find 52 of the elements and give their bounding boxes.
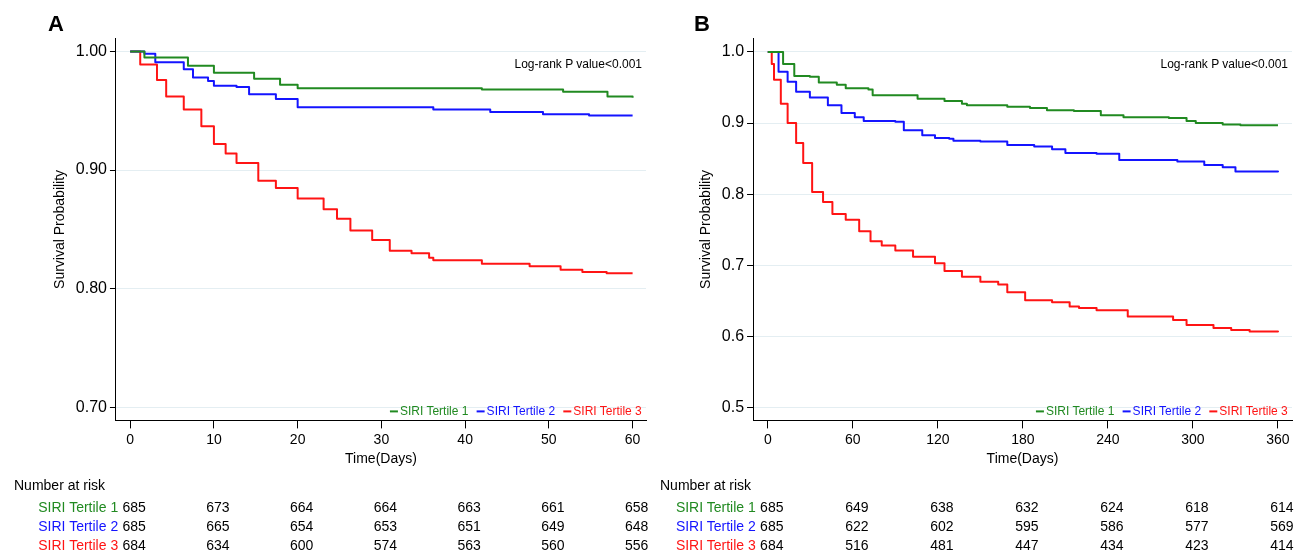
annotation: Log-rank P value<0.001	[514, 56, 643, 71]
legend-label: SIRI Tertile 3	[573, 403, 643, 418]
y-tick-label: 0.7	[721, 255, 745, 273]
x-tick-label: 120	[926, 430, 950, 447]
x-axis-title: Time(Days)	[986, 450, 1059, 467]
text: SIRI Tertile 1	[38, 499, 119, 516]
x-tick-label: 60	[845, 430, 861, 447]
y-tick-label: 0.80	[75, 279, 108, 297]
text: SIRI Tertile 3	[38, 537, 119, 554]
x-tick-label: 30	[373, 430, 390, 447]
x-tick-label: 50	[541, 430, 557, 447]
y-tick-label: 0.5	[721, 398, 745, 415]
text: 685 649 638 632 624 618 614	[760, 499, 1294, 516]
text: 684 516 481 447 434 423 414	[760, 537, 1294, 554]
text: 685 665 654 653 651 649 648	[122, 518, 649, 535]
text: 684 634 600 574 563 560 556	[122, 537, 649, 554]
text: 685 673 664 664 663 661 658	[122, 499, 649, 516]
x-tick-label: 20	[289, 430, 306, 447]
y-tick-label: 0.6	[721, 326, 745, 344]
text: 685 622 602 595 586 577 569	[760, 518, 1294, 535]
y-axis-title: Survival Probability	[51, 169, 68, 289]
x-tick-label: 60	[624, 430, 641, 447]
y-tick-label: 0.90	[75, 160, 108, 178]
y-tick-label: 0.8	[721, 184, 745, 202]
y-tick-label: 0.70	[75, 397, 108, 415]
legend-label: SIRI Tertile 2	[486, 403, 556, 418]
x-tick-label: 0	[126, 430, 135, 447]
legend-label: SIRI Tertile 2	[1132, 403, 1202, 418]
legend-label: SIRI Tertile 1	[1045, 403, 1115, 418]
text: SIRI Tertile 2	[38, 518, 119, 535]
chart-title: B	[694, 11, 710, 37]
x-tick-label: 0	[763, 430, 772, 447]
text: SIRI Tertile 3	[675, 537, 756, 554]
annotation: Log-rank P value<0.001	[1160, 56, 1289, 71]
text: SIRI Tertile 1	[675, 499, 756, 516]
text: SIRI Tertile 2	[675, 518, 756, 535]
x-tick-label: 40	[457, 430, 474, 447]
text: Number at risk	[14, 477, 107, 494]
y-axis-title: Survival Probability	[697, 169, 714, 289]
x-tick-label: 360	[1266, 430, 1290, 447]
x-axis-title: Time(Days)	[345, 450, 417, 467]
x-tick-label: 240	[1096, 430, 1120, 447]
y-tick-label: 1.0	[721, 42, 745, 60]
y-tick-label: 1.00	[75, 41, 108, 59]
legend-label: SIRI Tertile 3	[1219, 403, 1289, 418]
legend-label: SIRI Tertile 1	[399, 403, 469, 418]
text: Number at risk	[660, 477, 753, 494]
y-tick-label: 0.9	[721, 113, 745, 131]
x-tick-label: 300	[1181, 430, 1205, 447]
x-tick-label: 180	[1011, 430, 1035, 447]
x-tick-label: 10	[206, 430, 222, 447]
chart-title: A	[48, 11, 64, 37]
